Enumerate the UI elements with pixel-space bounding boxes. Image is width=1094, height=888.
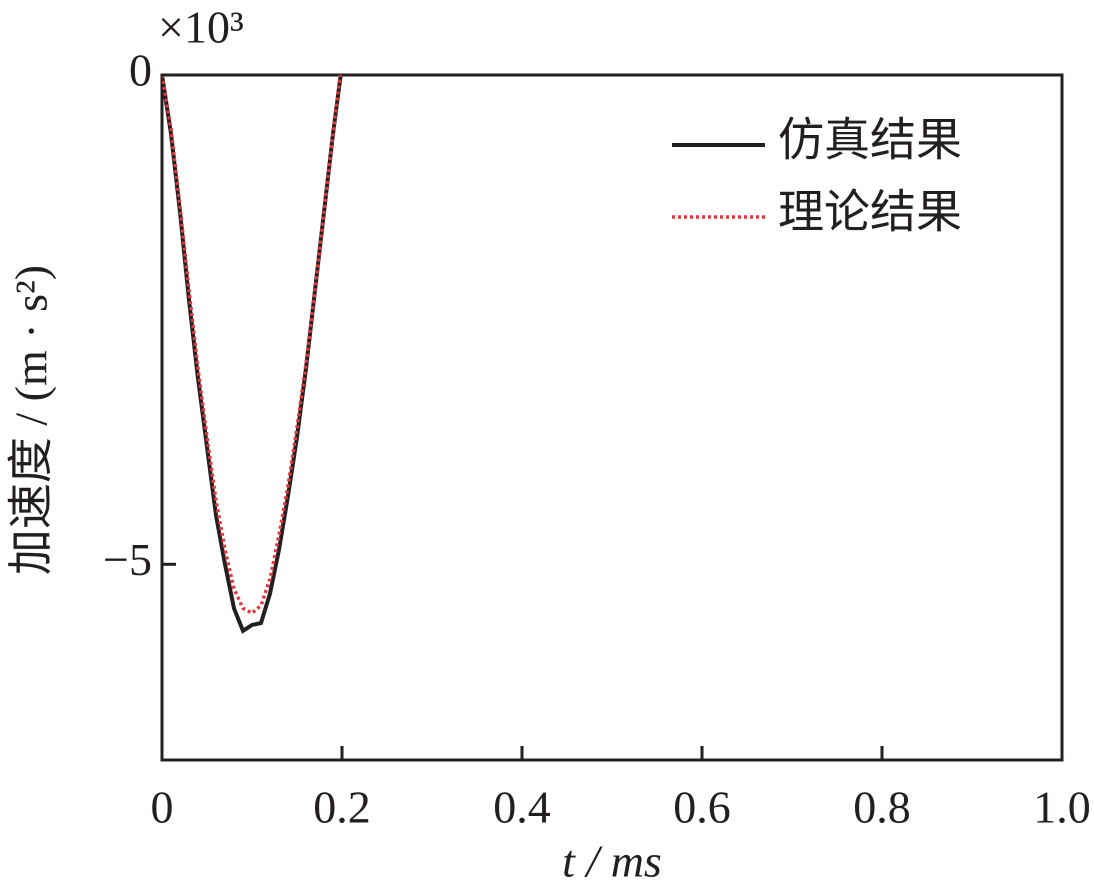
- series-line: [162, 75, 342, 616]
- series-line: [162, 75, 343, 634]
- x-tick-label: 0.8: [853, 782, 911, 833]
- plot-frame: [160, 73, 1064, 762]
- plot-area: [162, 75, 343, 634]
- y-tick-label: −5: [103, 534, 152, 585]
- x-tick-label: 1.0: [1033, 782, 1091, 833]
- legend-label: 仿真结果: [778, 115, 962, 166]
- x-tick-label: 0.4: [493, 782, 551, 833]
- x-tick-label: 0: [151, 782, 174, 833]
- x-tick-label: 0.6: [673, 782, 731, 833]
- legend-label: 理论结果: [778, 187, 962, 238]
- x-axis-label: t / ms: [562, 836, 662, 887]
- y-tick-label: 0: [129, 45, 152, 96]
- x-tick-label: 0.2: [313, 782, 371, 833]
- y-multiplier: ×10³: [158, 2, 244, 53]
- y-axis-label: 加速度 / (m · s²): [6, 265, 57, 575]
